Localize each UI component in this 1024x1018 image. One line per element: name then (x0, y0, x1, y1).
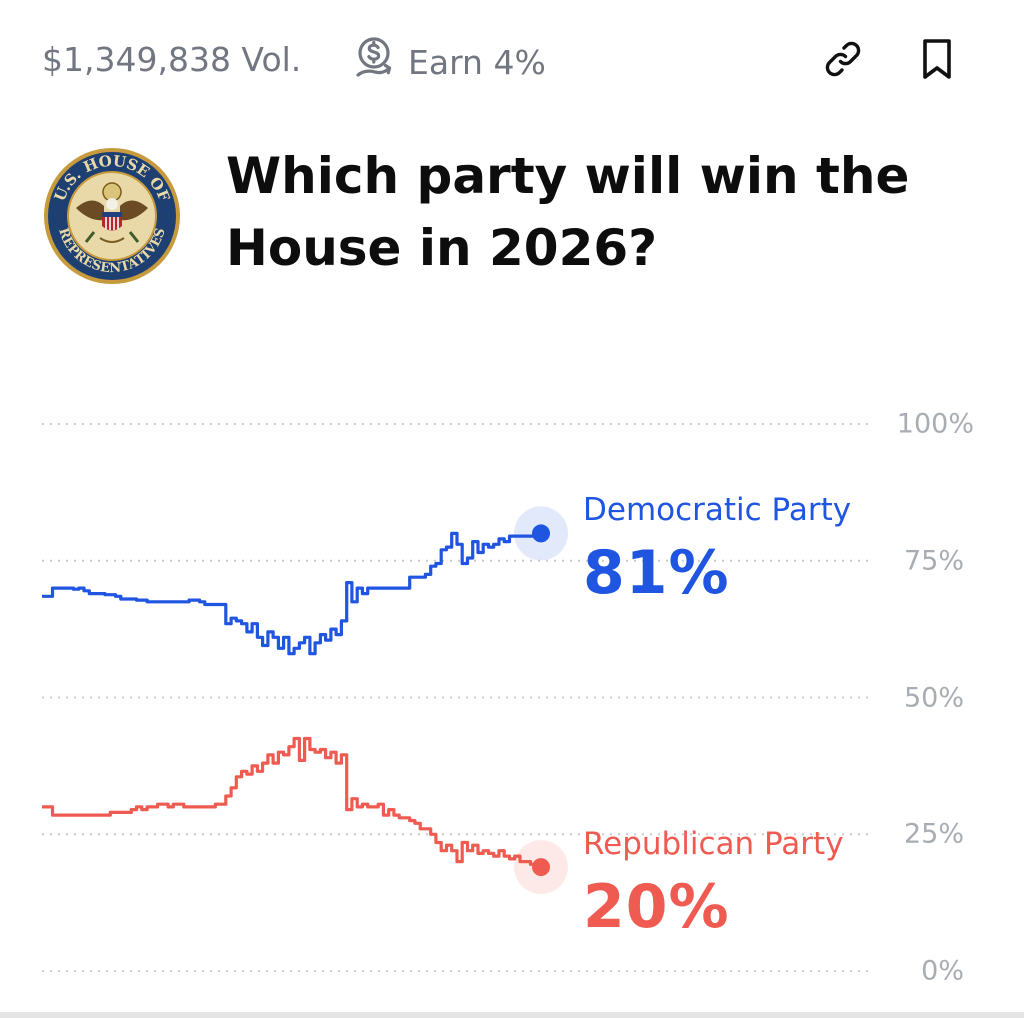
ytick-0: 0% (921, 955, 964, 987)
market-header: $1,349,838 Vol. Earn 4% (0, 0, 1024, 120)
democratic-series-label: Democratic Party (583, 492, 852, 528)
market-title: Which party will win the House in 2026? (226, 147, 910, 277)
earn-label: Earn 4% (408, 42, 546, 82)
republican-series-label: Republican Party (583, 826, 844, 862)
republican-series-line (42, 736, 543, 868)
republican-endpoint-dot (532, 858, 550, 877)
ytick-75: 75% (903, 545, 964, 577)
bookmark-icon (917, 36, 957, 86)
earn-button[interactable]: Earn 4% (352, 36, 546, 88)
bottom-divider (0, 1012, 1024, 1018)
democratic-series-line (42, 531, 541, 656)
chart-canvas (42, 423, 868, 972)
ytick-100: 100% (896, 408, 974, 440)
democratic-endpoint-dot (532, 524, 550, 543)
copy-link-button[interactable] (818, 36, 868, 86)
ytick-25: 25% (903, 818, 964, 850)
republican-series-value: 20% (583, 872, 730, 942)
volume-text: $1,349,838 Vol. (42, 40, 302, 79)
probability-chart: 100% 75% 50% 25% 0% Democratic Party 81%… (0, 380, 1024, 1018)
ytick-50: 50% (903, 682, 964, 714)
bookmark-button[interactable] (912, 36, 962, 86)
democratic-series-value: 81% (583, 538, 730, 608)
house-seal-logo: U.S. HOUSE OF REPRESENTATIVES (42, 146, 182, 286)
link-icon (821, 37, 865, 85)
money-growth-icon (352, 34, 400, 90)
